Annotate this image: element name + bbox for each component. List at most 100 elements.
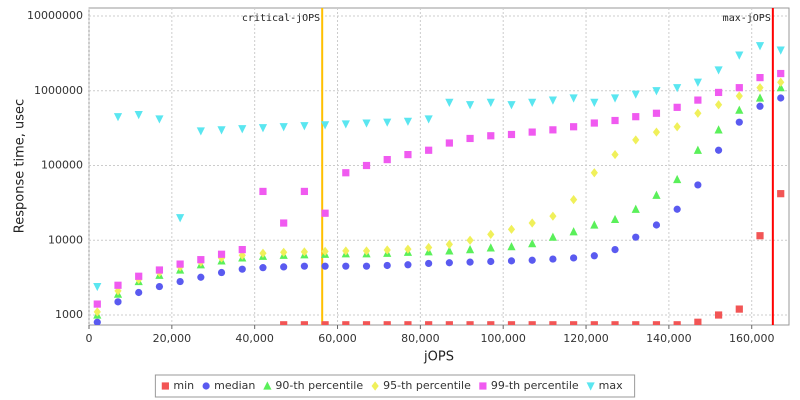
point xyxy=(258,124,268,133)
point xyxy=(611,321,619,325)
point xyxy=(280,321,288,325)
point xyxy=(93,300,101,308)
point xyxy=(632,233,640,241)
point xyxy=(632,135,640,145)
point xyxy=(259,248,267,258)
point xyxy=(610,214,620,224)
legend-label: max xyxy=(599,379,623,392)
y-tick-label: 10000000 xyxy=(27,9,83,22)
point xyxy=(611,245,619,254)
point xyxy=(202,382,210,390)
point xyxy=(362,321,371,325)
legend-item: 90-th percentile xyxy=(263,379,363,392)
point xyxy=(479,382,487,390)
legend-label: median xyxy=(214,379,255,392)
point xyxy=(321,209,329,217)
point xyxy=(693,78,702,87)
point xyxy=(735,91,743,101)
point xyxy=(694,96,702,104)
point xyxy=(280,219,288,227)
point xyxy=(507,321,516,325)
point xyxy=(528,321,536,325)
point xyxy=(135,288,143,297)
marker-label: max-jOPS xyxy=(723,13,771,24)
x-tick-label: 100,000 xyxy=(480,332,526,345)
y-tick-label: 10000 xyxy=(48,233,83,246)
point xyxy=(507,130,516,139)
point xyxy=(673,103,681,111)
grid: 1000 10000 100000 1000000 10000000 0 20,000 40,… xyxy=(27,8,789,345)
point xyxy=(259,264,267,272)
point xyxy=(755,42,765,51)
point xyxy=(383,261,391,270)
x-tick-label: 0 xyxy=(86,332,93,345)
point xyxy=(425,259,433,268)
point xyxy=(756,83,764,93)
point xyxy=(777,77,785,87)
point xyxy=(673,321,681,325)
point xyxy=(694,108,702,118)
point xyxy=(652,109,661,117)
point xyxy=(487,229,495,239)
point xyxy=(714,66,723,75)
point xyxy=(570,321,578,325)
point xyxy=(610,94,620,103)
point xyxy=(280,263,288,271)
point xyxy=(383,321,391,325)
point xyxy=(631,90,640,99)
point xyxy=(155,115,164,124)
point xyxy=(342,169,350,177)
point xyxy=(362,119,371,128)
point xyxy=(341,120,350,129)
point xyxy=(279,123,288,132)
point xyxy=(590,98,599,107)
point xyxy=(528,98,537,107)
point xyxy=(569,94,578,103)
point xyxy=(487,132,495,140)
point xyxy=(735,305,743,313)
point xyxy=(93,318,101,325)
point xyxy=(404,261,412,269)
point xyxy=(362,161,371,170)
x-tick-label: 60,000 xyxy=(318,332,357,345)
point xyxy=(611,116,619,125)
point xyxy=(465,244,475,254)
point xyxy=(217,250,226,258)
point xyxy=(300,187,308,196)
point xyxy=(549,126,557,134)
legend-item: min xyxy=(161,379,194,392)
point xyxy=(113,113,123,122)
point xyxy=(466,321,474,325)
point xyxy=(570,194,578,205)
point xyxy=(445,246,454,255)
x-tick-label: 40,000 xyxy=(235,332,274,345)
x-tick-label: 160,000 xyxy=(729,332,775,345)
point xyxy=(590,168,598,178)
point xyxy=(445,239,453,250)
point xyxy=(548,96,558,105)
point xyxy=(425,242,433,253)
point xyxy=(735,118,743,126)
point xyxy=(611,149,619,160)
point xyxy=(217,126,226,135)
x-tick-label: 140,000 xyxy=(646,332,692,345)
point xyxy=(507,257,516,265)
point xyxy=(486,243,495,252)
legend-label: 95-th percentile xyxy=(383,379,471,392)
point xyxy=(486,98,495,107)
point xyxy=(371,381,379,391)
point xyxy=(549,211,557,221)
point xyxy=(631,204,640,213)
point xyxy=(507,101,516,110)
point xyxy=(735,84,743,92)
marker-label: critical-jOPS xyxy=(242,13,320,24)
point xyxy=(300,122,309,131)
point xyxy=(465,101,475,110)
point xyxy=(673,205,681,213)
point xyxy=(528,256,536,264)
point xyxy=(507,242,516,251)
point xyxy=(652,221,661,229)
y-tick-label: 100000 xyxy=(41,159,83,172)
point xyxy=(135,272,143,280)
